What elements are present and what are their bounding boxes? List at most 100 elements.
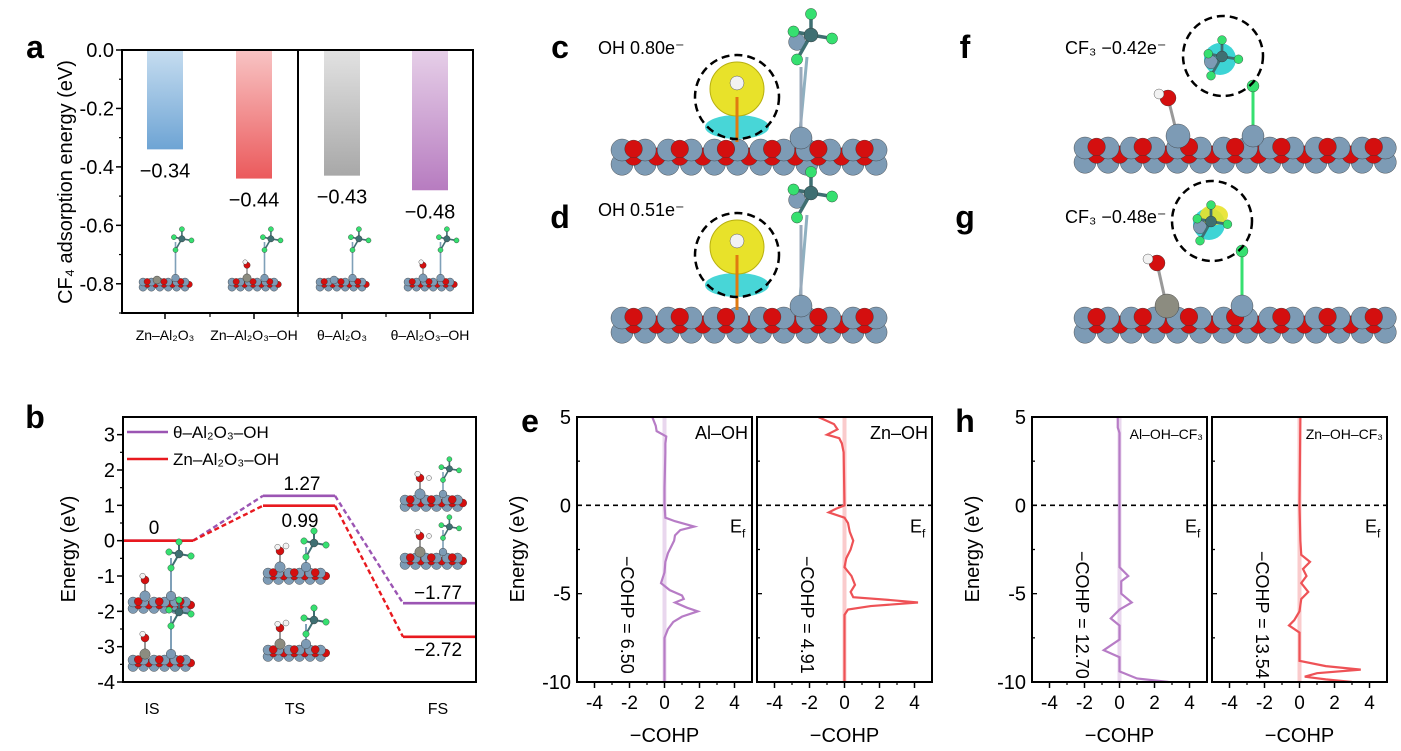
panel-e-chart: Al–OH Ef −COHP = 6.50 -4 -2 0 2 4 −COHP Zn–OH Ef −C…	[507, 407, 933, 747]
atom	[242, 273, 252, 283]
y-tick-label: 5	[1015, 407, 1026, 429]
panel-letter-b: b	[25, 399, 45, 435]
bar-value-label: −0.43	[317, 187, 368, 209]
atom	[300, 614, 308, 622]
panel-letter-d: d	[550, 199, 570, 235]
atom	[438, 489, 448, 499]
charge-density-panel-d	[610, 166, 888, 344]
atom	[282, 619, 290, 627]
atom	[406, 495, 415, 504]
y-tick-label: 3	[104, 425, 115, 447]
atom	[406, 553, 415, 562]
atom	[787, 25, 800, 38]
energy-value-label: 0.99	[282, 511, 319, 532]
atom	[311, 568, 320, 577]
atom	[167, 564, 175, 572]
atom	[1230, 294, 1254, 318]
atom	[165, 649, 176, 660]
energy-value-label: 1.27	[284, 474, 321, 495]
panel-letter-f: f	[960, 29, 971, 65]
atom	[1195, 236, 1205, 246]
atom	[348, 234, 354, 240]
atom	[803, 27, 819, 43]
atom	[456, 467, 462, 474]
y-tick-label: -0.2	[80, 98, 114, 120]
atom	[1246, 79, 1260, 93]
atom	[311, 645, 320, 654]
atom	[322, 541, 330, 549]
atom	[791, 211, 803, 224]
y-axis-label: CF₄ adsorption energy (eV)	[55, 60, 77, 304]
fermi-label-main: E	[730, 516, 742, 536]
atom	[261, 247, 268, 253]
bar-value-label: −0.48	[405, 201, 456, 223]
transition-connector	[192, 504, 264, 542]
energy-value-label: −1.77	[414, 583, 462, 604]
atom	[165, 606, 173, 614]
y-tick-label: -0.6	[80, 215, 114, 237]
bar-1	[236, 50, 272, 179]
atom	[414, 488, 426, 500]
atom	[670, 139, 689, 158]
charge-density-panel-f	[1073, 14, 1397, 174]
x-tick-label: 2	[1149, 693, 1160, 714]
x-tick-label: 0	[659, 693, 670, 714]
atom	[1154, 293, 1180, 319]
charge-transfer-label: CF₃ −0.42e⁻	[1065, 38, 1166, 58]
fermi-label-sub: f	[922, 526, 926, 540]
atom	[171, 273, 180, 283]
charge-density-panel-g	[1073, 179, 1397, 344]
atom	[446, 514, 453, 520]
x-tick-label: -2	[1076, 693, 1093, 714]
atom	[1165, 123, 1191, 149]
charge-transfer-label: OH 0.80e⁻	[598, 38, 685, 58]
x-category-label: FS	[428, 701, 448, 718]
zero-band	[842, 417, 847, 682]
bar-value-label: −0.44	[229, 190, 280, 212]
atom	[274, 621, 281, 628]
atom	[348, 273, 357, 283]
atom	[1233, 54, 1244, 64]
atom	[266, 278, 274, 285]
atom	[290, 645, 299, 654]
fermi-label-sub: f	[742, 526, 746, 540]
atom	[143, 278, 151, 285]
atom	[139, 648, 151, 660]
atom	[438, 522, 445, 528]
atom	[277, 237, 284, 244]
atom	[232, 278, 240, 285]
atom	[302, 553, 310, 561]
x-tick-label: θ–Al₂O₃	[317, 327, 367, 343]
atom	[1241, 124, 1265, 148]
charge-transfer-label: CF₃ −0.48e⁻	[1065, 207, 1166, 227]
x-tick-label: -2	[801, 693, 818, 714]
atom	[442, 278, 450, 285]
x-tick-label: θ–Al₂O₃–OH	[391, 327, 470, 343]
bar-0	[147, 50, 183, 150]
atom	[139, 573, 146, 580]
structure-insets	[127, 456, 467, 672]
atom	[176, 655, 185, 664]
atom	[175, 538, 183, 546]
dashed-highlight-circle	[1170, 179, 1254, 263]
atom	[139, 590, 151, 602]
atom	[134, 655, 143, 664]
atom	[444, 226, 450, 232]
energy-value-label: −2.72	[414, 640, 462, 661]
atom	[826, 32, 838, 45]
atom	[446, 456, 453, 462]
atom	[445, 523, 453, 531]
cohp-subplot-1: Zn–OH–CF₃ Ef −COHP = 13.54 -4 -2 0 2 4 −COHP	[1211, 416, 1388, 747]
dashed-highlight-circle	[1181, 14, 1265, 98]
atom	[443, 235, 451, 243]
x-tick-label: -4	[1041, 693, 1058, 714]
atom	[187, 610, 195, 618]
x-tick-label: 0	[1114, 693, 1125, 714]
atom	[269, 568, 278, 577]
atom	[309, 538, 319, 548]
atom	[301, 562, 312, 573]
atom	[408, 278, 416, 285]
y-tick-label: 0	[1015, 495, 1026, 517]
panel-letter-g: g	[955, 199, 975, 235]
fermi-label: Ef	[730, 516, 746, 540]
